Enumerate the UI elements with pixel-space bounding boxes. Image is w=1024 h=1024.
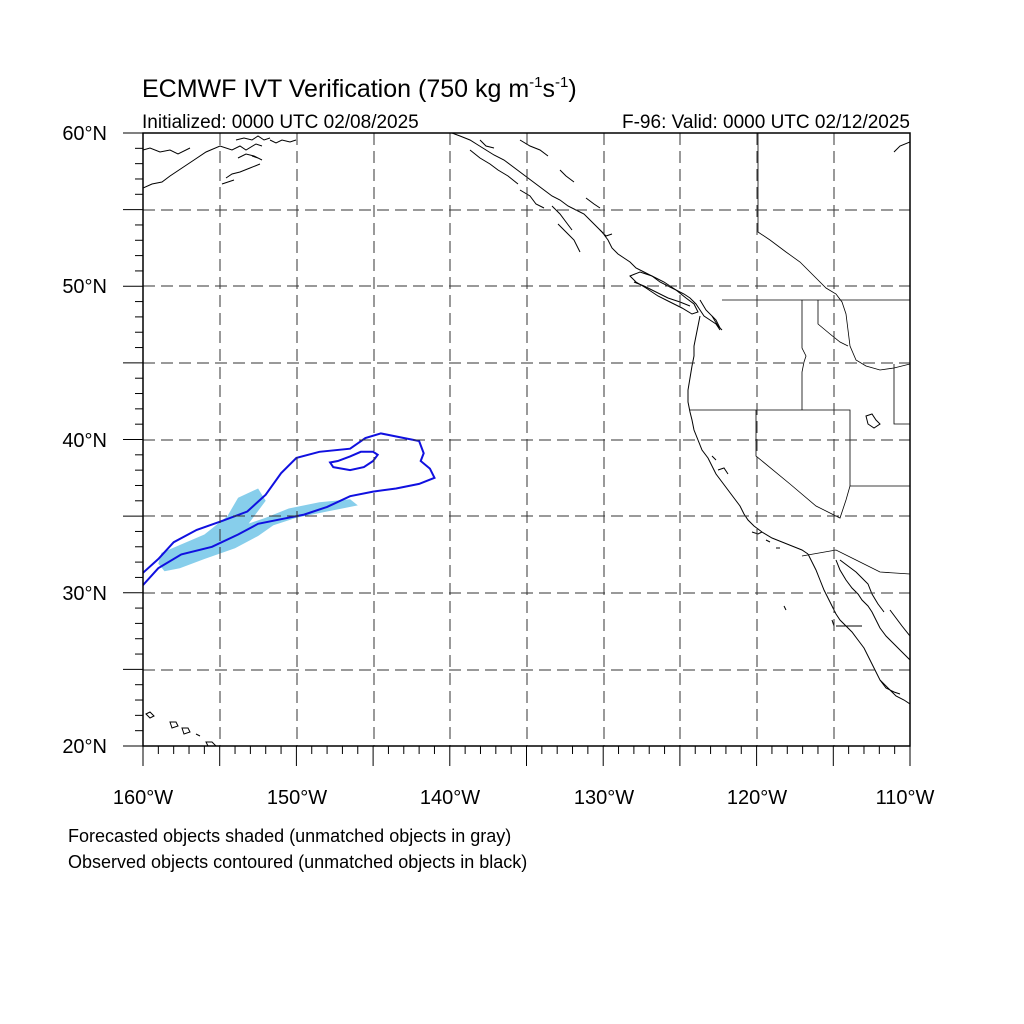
lat-label-60N: 60°N xyxy=(62,123,107,145)
lat-label-50N: 50°N xyxy=(62,276,107,298)
figure-title: ECMWF IVT Verification (750 kg m-1s-1) xyxy=(142,74,577,103)
lon-label-110W: 110°W xyxy=(876,787,935,809)
axis-ticks xyxy=(123,132,911,766)
lat-label-20N: 20°N xyxy=(62,736,107,758)
initialized-label: Initialized: 0000 UTC 02/08/2025 xyxy=(142,112,419,133)
observed-ivt-contour-inner xyxy=(328,450,380,472)
map-panel xyxy=(123,132,911,766)
lat-label-40N: 40°N xyxy=(62,430,107,452)
lon-label-150W: 150°W xyxy=(267,787,327,809)
latitude-labels: 20°N 30°N 40°N 50°N 60°N xyxy=(62,123,107,758)
coastlines xyxy=(143,133,910,746)
lon-label-120W: 120°W xyxy=(727,787,787,809)
graticule xyxy=(143,133,910,746)
lon-label-130W: 130°W xyxy=(574,787,634,809)
footnote-observed: Observed objects contoured (unmatched ob… xyxy=(68,852,527,872)
lon-label-160W: 160°W xyxy=(113,787,173,809)
observed-ivt-contour-outer xyxy=(143,432,436,586)
lon-label-140W: 140°W xyxy=(420,787,480,809)
longitude-labels: 160°W 150°W 140°W 130°W 120°W 110°W xyxy=(113,787,935,809)
valid-time-label: F-96: Valid: 0000 UTC 02/12/2025 xyxy=(622,112,910,133)
forecast-ivt-object xyxy=(158,488,358,572)
political-borders xyxy=(690,133,910,575)
lat-label-30N: 30°N xyxy=(62,583,107,605)
footnote-forecast: Forecasted objects shaded (unmatched obj… xyxy=(68,826,511,846)
